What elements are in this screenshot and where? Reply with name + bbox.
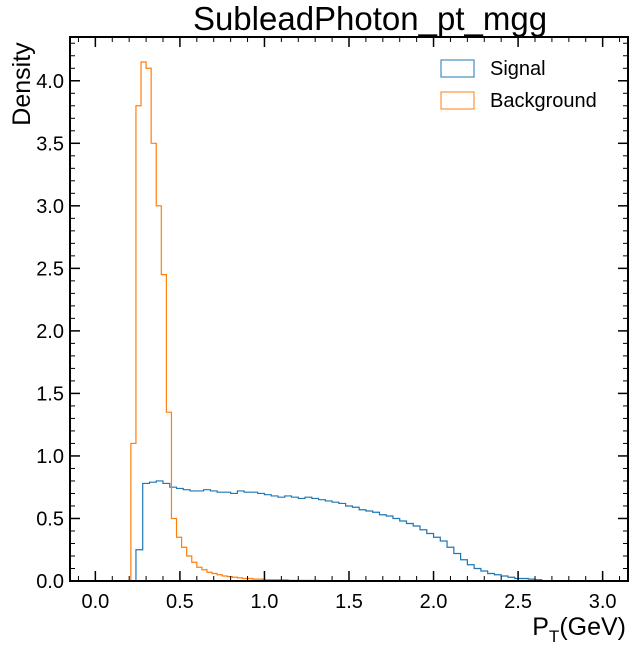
y-tick-label: 1.0 — [36, 446, 64, 468]
x-tick-label: 2.0 — [420, 591, 448, 613]
x-axis-label: PT(GeV) — [532, 613, 626, 646]
x-axis-label-subscript: T — [549, 627, 559, 646]
x-tick-label: 1.0 — [251, 591, 279, 613]
y-tick-label: 2.0 — [36, 321, 64, 343]
y-tick-label: 0.5 — [36, 508, 64, 530]
legend-label-background: Background — [490, 90, 597, 112]
x-axis-label-unit: (GeV) — [559, 613, 626, 641]
y-tick-label: 4.0 — [36, 71, 64, 93]
chart-title: SubleadPhoton_pt_mgg — [193, 0, 547, 37]
series-signal-histogram — [95, 480, 543, 582]
y-tick-label: 0.0 — [36, 571, 64, 593]
y-tick-label: 3.0 — [36, 196, 64, 218]
y-tick-label: 2.5 — [36, 258, 64, 280]
series-background-histogram — [95, 61, 320, 582]
x-tick-label: 0.5 — [166, 591, 194, 613]
x-tick-label: 3.0 — [589, 591, 617, 613]
series-layer — [95, 61, 543, 582]
legend-label-signal: Signal — [490, 58, 546, 80]
y-tick-label: 3.5 — [36, 133, 64, 155]
x-tick-label: 0.0 — [81, 591, 109, 613]
y-tick-label: 1.5 — [36, 383, 64, 405]
x-tick-label: 2.5 — [504, 591, 532, 613]
y-axis-label: Density — [8, 42, 36, 126]
x-tick-label: 1.5 — [335, 591, 363, 613]
legend: Signal Background — [440, 58, 597, 112]
legend-swatch-background — [440, 91, 475, 110]
plot-area: 0.0 0.5 1.0 1.5 2.0 2.5 3.0 0.0 0.5 1.0 1.5 2.0 2.5 3… — [36, 36, 629, 613]
legend-swatch-signal — [440, 59, 475, 78]
plot-frame — [69, 36, 629, 582]
ticks-layer: 0.0 0.5 1.0 1.5 2.0 2.5 3.0 0.0 0.5 1.0 1.5 2.0 2.5 3… — [36, 37, 628, 613]
x-axis-label-main: P — [532, 613, 549, 641]
